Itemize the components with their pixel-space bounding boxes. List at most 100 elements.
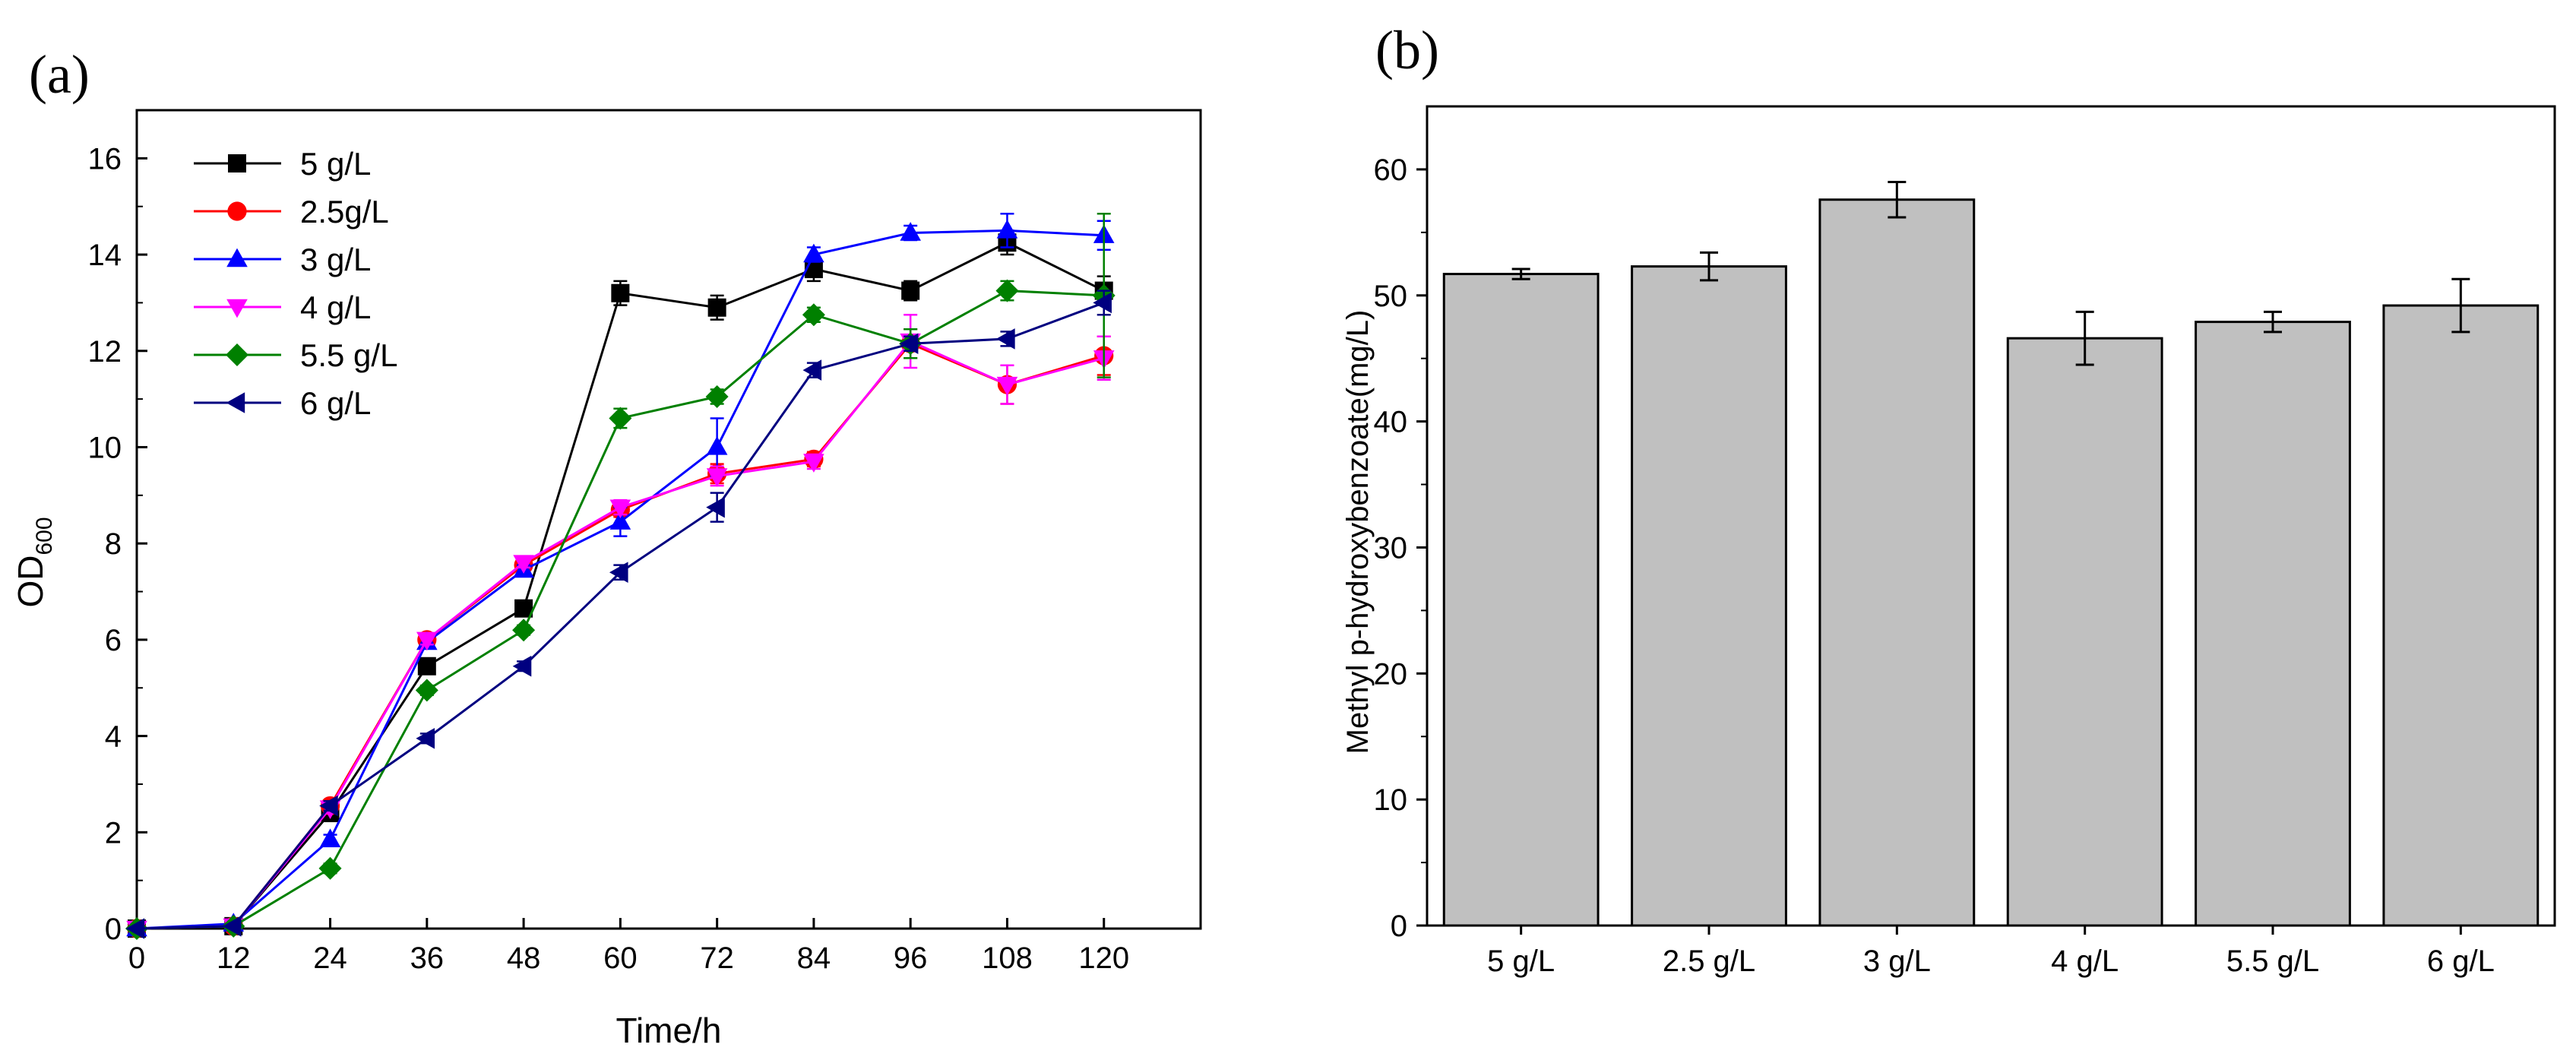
y-axis-title-main: OD: [11, 555, 50, 608]
legend-item: 2.5g/L: [194, 194, 389, 229]
data-point: [125, 918, 145, 939]
x-tick-label: 60: [603, 941, 638, 975]
data-point: [803, 454, 824, 473]
x-tick-label: 0: [128, 941, 145, 975]
x-tick-label: 2.5 g/L: [1663, 945, 1755, 978]
y-tick-label: 14: [88, 239, 122, 272]
legend-marker: [226, 248, 248, 267]
line-chart-legend: 5 g/L 2.5g/L 3 g/L 4 g/L 5.5 g/L 6 g/L: [194, 146, 397, 421]
data-point: [802, 303, 825, 327]
data-point: [222, 916, 242, 937]
x-axis-ticks: 0 12 24 36 48 60 72 84 96 108 120: [128, 918, 1129, 975]
legend-item: 5 g/L: [194, 146, 371, 182]
data-point: [318, 856, 342, 880]
data-point: [416, 631, 438, 651]
y-tick-label: 8: [105, 527, 122, 561]
x-tick-label: 120: [1078, 941, 1129, 975]
y-axis-ticks: 0 2 4 6 8 10 12 14 16: [88, 142, 147, 946]
data-point: [707, 298, 726, 317]
x-tick-label: 24: [313, 941, 347, 975]
y-tick-label: 16: [88, 142, 122, 176]
bar: [1818, 198, 1976, 927]
y-tick-label: 10: [88, 431, 122, 464]
y-tick-label: 2: [105, 816, 122, 850]
y-tick-label: 20: [1374, 657, 1408, 691]
plot-frame: [1426, 105, 2556, 927]
panel-a: (a) 0 12 24 36 48 60 72 84 96 108 1200246810121416…: [11, 44, 1202, 1050]
data-point: [609, 407, 632, 430]
x-tick-label: 6 g/L: [2427, 945, 2495, 978]
x-tick-label: 72: [700, 941, 734, 975]
legend-label: 5.5 g/L: [300, 337, 397, 373]
y-tick-label: 0: [1391, 910, 1407, 943]
bar-group: 5.5 g/L: [2195, 310, 2351, 978]
legend-label: 4 g/L: [300, 290, 371, 325]
data-point: [900, 222, 921, 241]
y-tick-label: 30: [1374, 531, 1408, 565]
panel-a-label: (a): [29, 44, 90, 105]
data-point: [802, 359, 822, 381]
data-point: [996, 328, 1015, 350]
legend-marker: [228, 154, 246, 172]
y-tick-label: 50: [1374, 280, 1408, 313]
data-point: [416, 727, 435, 749]
x-tick-label: 12: [217, 941, 251, 975]
data-point: [706, 436, 728, 455]
bar: [2382, 304, 2540, 927]
x-tick-label: 96: [894, 941, 928, 975]
y-tick-label: 4: [105, 720, 122, 754]
legend-item: 5.5 g/L: [194, 337, 397, 373]
data-point: [512, 619, 536, 642]
data-point: [319, 828, 341, 847]
bar: [2195, 321, 2351, 927]
x-tick-label: 36: [410, 941, 445, 975]
y-tick-label: 6: [105, 624, 122, 657]
bar-group: 4 g/L: [2006, 310, 2163, 978]
y-axis-ticks: 0 10 20 30 40 50 60: [1374, 153, 1427, 943]
legend-marker: [226, 299, 248, 318]
y-axis-title: OD600: [11, 517, 57, 607]
data-point: [996, 219, 1018, 239]
bar-group: 6 g/L: [2382, 277, 2540, 978]
data-point: [995, 279, 1019, 302]
bar-group: 5 g/L: [1442, 267, 1600, 978]
x-tick-label: 4 g/L: [2051, 945, 2119, 978]
legend-label: 3 g/L: [300, 242, 371, 277]
y-axis-title-subscript: 600: [32, 517, 57, 555]
panel-b: (b) 0 10 20 30 40 50 60 5 g/L 2.5 g/L 3 g/L 4 g/L 5…: [1341, 20, 2556, 978]
legend-item: 3 g/L: [194, 242, 371, 277]
y-tick-label: 12: [88, 335, 122, 369]
x-tick-label: 3 g/L: [1863, 945, 1931, 978]
x-tick-label: 5.5 g/L: [2226, 945, 2319, 978]
bar: [1442, 273, 1600, 927]
data-point: [513, 555, 534, 574]
series-line: [136, 302, 1105, 930]
x-tick-label: 48: [507, 941, 541, 975]
data-point: [512, 655, 532, 677]
x-axis-title: Time/h: [616, 1011, 722, 1050]
data-point: [706, 468, 728, 487]
data-point: [705, 385, 729, 408]
x-tick-label: 84: [797, 941, 831, 975]
bar-chart-plot: 0 10 20 30 40 50 60 5 g/L 2.5 g/L 3 g/L 4 g/L 5.5 g…: [1374, 105, 2556, 978]
data-point: [996, 376, 1018, 396]
legend-label: 6 g/L: [300, 385, 371, 421]
data-point: [1093, 292, 1112, 314]
y-tick-label: 40: [1374, 406, 1408, 439]
series-line: [136, 342, 1105, 930]
bar: [2006, 337, 2163, 927]
data-point: [706, 496, 725, 518]
y-axis-title: Methyl p-hydroxybenzoate(mg/L): [1341, 310, 1375, 755]
legend-item: 4 g/L: [194, 290, 371, 325]
x-tick-label: 5 g/L: [1487, 945, 1555, 978]
data-point: [899, 333, 919, 355]
panel-b-label: (b): [1375, 20, 1439, 81]
data-point: [417, 657, 436, 676]
data-point: [319, 795, 338, 817]
bar-group: 2.5 g/L: [1631, 251, 1787, 978]
legend-label: 5 g/L: [300, 146, 371, 182]
x-tick-label: 108: [982, 941, 1033, 975]
series-5-g-l: [128, 229, 1113, 938]
